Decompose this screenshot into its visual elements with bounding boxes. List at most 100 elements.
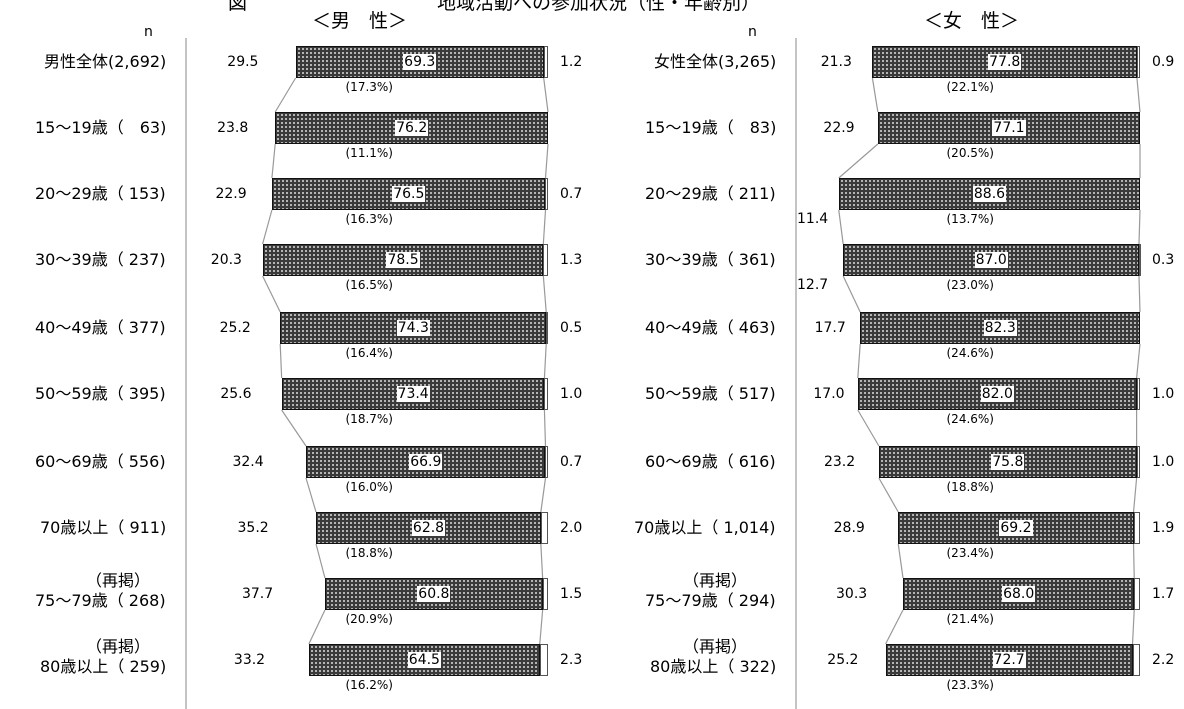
bar-end-value-label: 1.3 [560,252,583,268]
male-panel-header: ＜男 性＞ [312,10,408,32]
row-sublabel: (24.6%) [946,412,994,426]
bar-value-label: 35.2 [236,520,270,536]
bar-value-label: 75.8 [991,454,1025,470]
row-sublabel: (16.3%) [345,212,393,226]
row-sublabel: (16.2%) [345,678,393,692]
bar-value-label: 66.9 [409,454,443,470]
bar-value-label: 21.3 [819,54,853,70]
row-label: 15～19歳（ 83) [645,118,777,137]
row-sublabel: (21.4%) [946,612,994,626]
row-label: 30～39歳（ 361) [645,250,776,269]
female-panel-header: ＜女 性＞ [924,10,1020,32]
bar-segment-blank [545,446,548,478]
bar-value-label: 73.4 [396,386,430,402]
bar-end-value-label: 1.0 [1152,386,1175,402]
connector-line [262,209,273,245]
row-sublabel: (24.6%) [946,346,994,360]
row-sublabel: (11.1%) [345,146,393,160]
bar-value-label: 74.3 [396,320,430,336]
bar-value-label: 77.8 [988,54,1022,70]
row-sublabel: (22.1%) [946,80,994,94]
bar-value-label: 77.1 [992,120,1026,136]
female-n-label: n [748,24,757,40]
connector-line [544,143,549,179]
bar-value-label: 25.6 [219,386,253,402]
bar-value-label: 32.4 [231,454,265,470]
bar-value-label: 82.3 [983,320,1017,336]
bar-end-value-label: 0.5 [560,320,583,336]
bar-value-label: 25.2 [218,320,252,336]
connector-line [1131,609,1135,645]
connector-line [897,543,904,579]
row-label-prefix: （再掲） [683,571,748,590]
bar-value-label: 82.0 [980,386,1014,402]
row-label: 20～29歳（ 211) [645,184,776,203]
row-label-prefix: （再掲） [86,637,151,656]
bar-value-label: 76.2 [395,120,429,136]
row-label: 70歳以上（ 1,014) [634,518,776,537]
row-sublabel: (20.5%) [946,146,994,160]
row-label: 80歳以上（ 322) [650,657,777,676]
row-label: 75～79歳（ 268) [35,591,166,610]
bar-segment-dense [295,46,544,78]
connector-line [543,409,547,447]
bar-segment-dense [262,244,544,276]
bar-value-label: 60.8 [417,586,451,602]
bar-end-value-label: 1.0 [560,386,583,402]
bar-segment-dense [872,46,1137,78]
row-label: 75～79歳（ 294) [645,591,776,610]
row-label: 男性全体(2,692) [44,52,167,71]
row-label: 80歳以上（ 259) [40,657,167,676]
row-sublabel: (23.3%) [946,678,994,692]
connector-line [1132,477,1138,513]
connector-line [543,343,547,379]
row-label-prefix: （再掲） [683,637,748,656]
connector-line [308,609,326,645]
bar-value-label: 23.8 [216,120,250,136]
connector-line [842,275,861,313]
bar-end-value-label: 0.9 [1152,54,1175,70]
bar-segment-dotted [800,178,839,210]
connector-line [1136,343,1141,379]
row-label: 60～69歳（ 616) [645,452,776,471]
row-sublabel: (23.4%) [946,546,994,560]
connector-line [857,409,880,447]
bar-segment-dense [878,446,1137,478]
bar-value-label: 17.7 [813,320,847,336]
bar-segment-blank [1138,244,1141,276]
bar-segment-blank [543,46,548,78]
row-sublabel: (18.8%) [345,546,393,560]
connector-line [543,77,549,113]
bar-end-value-label: 1.0 [1152,454,1175,470]
bar-segment-dense [280,312,547,344]
bar-value-label: 23.2 [822,454,857,470]
bar-value-label: 37.7 [240,586,275,602]
bar-value-label: 76.5 [392,186,426,202]
connector-line [271,143,276,179]
bar-end-value-label: 1.5 [560,586,583,602]
bar-value-label: 12.7 [797,277,829,293]
bar-segment-blank [543,244,548,276]
connector-line [871,77,879,113]
bar-end-value-label: 2.2 [1152,652,1175,668]
bar-value-label: 69.2 [999,520,1033,536]
bar-segment-dense [860,312,1140,344]
bar-segment-blank [1133,512,1140,544]
bar-segment-blank [1136,446,1140,478]
connector-line [540,477,547,513]
bar-value-label: 78.5 [386,252,420,268]
connector-line [838,143,879,179]
bar-value-label: 62.8 [411,520,446,536]
connector-line [315,543,326,579]
bar-value-label: 22.9 [214,186,248,202]
connector-line [1132,543,1135,579]
connector-line [539,609,544,645]
row-label: 50～59歳（ 517) [645,384,776,403]
bar-value-label: 28.9 [832,520,866,536]
connector-line [1136,77,1141,113]
bar-segment-blank [542,578,548,610]
bar-value-label: 30.3 [835,586,869,602]
bar-value-label: 29.5 [226,54,260,70]
bar-value-label: 64.5 [407,652,441,668]
row-label: 15～19歳（ 63) [35,118,167,137]
